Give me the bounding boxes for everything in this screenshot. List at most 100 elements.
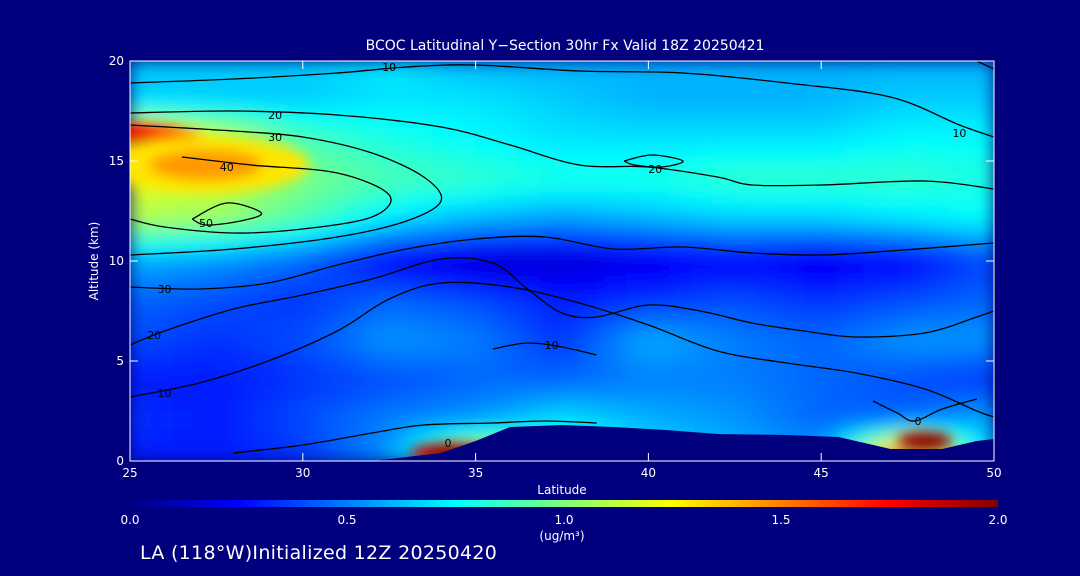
field-cell <box>345 100 369 112</box>
field-cell <box>625 410 650 422</box>
field-cell <box>150 70 175 82</box>
field-cell <box>906 220 931 232</box>
field-cell <box>150 80 175 92</box>
field-cell <box>388 200 412 212</box>
field-cell <box>841 230 866 242</box>
field-cell <box>453 90 477 102</box>
field-cell <box>496 190 520 202</box>
field-cell <box>539 220 563 232</box>
field-cell <box>798 210 823 222</box>
field-cell <box>539 330 563 342</box>
field-cell <box>150 380 175 392</box>
y-axis-label: Altitude (km) <box>87 222 101 301</box>
field-cell <box>647 340 671 352</box>
field-cell <box>755 290 779 302</box>
field-cell <box>517 320 542 332</box>
field-cell <box>647 170 671 182</box>
field-cell <box>388 80 412 92</box>
field-cell <box>345 120 369 132</box>
field-cell <box>431 270 455 282</box>
field-cell <box>539 320 563 332</box>
field-cell <box>215 410 239 422</box>
field-cell <box>193 70 218 82</box>
field-cell <box>496 220 520 232</box>
field-cell <box>130 380 153 392</box>
field-cell <box>172 300 196 312</box>
field-cell <box>820 320 844 332</box>
field-cell <box>409 190 434 202</box>
field-cell <box>798 170 823 182</box>
field-cell <box>258 80 283 92</box>
field-cell <box>928 300 952 312</box>
field-cell <box>733 310 758 322</box>
field-cell <box>625 340 650 352</box>
field-cell <box>777 330 801 342</box>
field-cell <box>949 310 974 322</box>
field-cell <box>625 200 650 212</box>
field-cell <box>409 260 434 272</box>
field-cell <box>496 70 520 82</box>
field-cell <box>798 90 823 102</box>
field-cell <box>885 260 909 272</box>
field-cell <box>647 250 671 262</box>
field-cell <box>517 130 542 142</box>
field-cell <box>733 61 758 72</box>
field-cell <box>301 320 326 332</box>
contour-label: 0 <box>914 415 921 428</box>
field-cell <box>366 280 391 292</box>
field-cell <box>906 300 931 312</box>
field-cell <box>150 390 175 402</box>
field-cell <box>582 61 607 72</box>
field-cell <box>885 210 909 222</box>
field-cell <box>539 61 563 72</box>
field-cell <box>971 340 994 352</box>
field-cell <box>604 300 628 312</box>
field-cell <box>193 350 218 362</box>
field-cell <box>431 390 455 402</box>
field-cell <box>539 370 563 382</box>
field-cell <box>885 370 909 382</box>
field-cell <box>777 370 801 382</box>
contour-line <box>130 64 994 138</box>
field-cell <box>215 250 239 262</box>
field-cell <box>928 70 952 82</box>
field-cell <box>906 120 931 132</box>
field-cell <box>280 370 304 382</box>
field-cell <box>323 210 347 222</box>
field-cell <box>863 350 887 362</box>
field-cell <box>755 310 779 322</box>
field-cell <box>193 450 218 461</box>
field-cell <box>777 250 801 262</box>
field-cell <box>582 340 607 352</box>
y-tick-label: 15 <box>109 154 124 168</box>
field-cell <box>193 420 218 432</box>
field-cell <box>863 70 887 82</box>
field-cell <box>647 380 671 392</box>
field-cell <box>733 190 758 202</box>
field-cell <box>172 190 196 202</box>
terrain-mask <box>130 425 994 461</box>
field-cell <box>733 220 758 232</box>
field-cell <box>150 100 175 112</box>
field-cell <box>690 390 715 402</box>
field-cell <box>971 320 994 332</box>
field-cell <box>409 80 434 92</box>
field-cell <box>820 200 844 212</box>
field-cell <box>130 320 153 332</box>
field-cell <box>755 240 779 252</box>
field-cell <box>453 210 477 222</box>
field-cell <box>820 180 844 192</box>
field-cell <box>971 270 994 282</box>
field-cell <box>906 110 931 122</box>
field-cell <box>777 270 801 282</box>
field-cell <box>949 160 974 172</box>
field-cell <box>798 400 823 412</box>
field-cell <box>301 130 326 142</box>
field-cell <box>777 230 801 242</box>
field-cell <box>712 130 736 142</box>
field-cell <box>604 200 628 212</box>
contour-label: 30 <box>158 283 172 296</box>
field-cell <box>841 80 866 92</box>
field-cell <box>517 400 542 412</box>
field-cell <box>841 260 866 272</box>
